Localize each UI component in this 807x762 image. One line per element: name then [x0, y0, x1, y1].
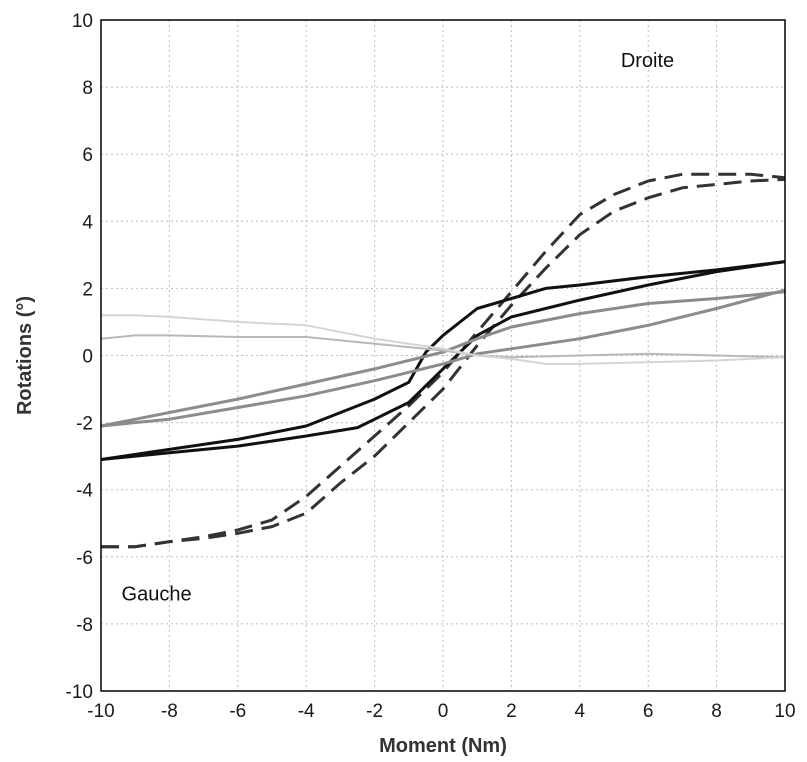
- series-lines: [100, 172, 786, 549]
- x-tick-label: 10: [774, 701, 795, 722]
- series-line-5: [100, 290, 786, 428]
- x-tick-label: -4: [298, 701, 315, 722]
- series-line-6: [100, 288, 786, 428]
- y-tick-label: -2: [76, 414, 93, 435]
- y-tick-label: 4: [82, 212, 93, 233]
- x-tick-label: -6: [229, 701, 246, 722]
- x-tick-label: 2: [506, 701, 517, 722]
- y-tick-label: -4: [76, 481, 93, 502]
- series-line-2: [101, 177, 786, 549]
- x-tick-label: -10: [87, 701, 114, 722]
- annotations: Droite Gauche: [122, 50, 675, 605]
- series-line-3: [100, 260, 786, 461]
- x-axis-label: Moment (Nm): [379, 735, 507, 757]
- y-tick-label: -6: [76, 548, 93, 569]
- series-line-8: [101, 314, 786, 365]
- y-tick-label: 0: [82, 347, 93, 368]
- series-line-1: [101, 172, 786, 549]
- y-tick-label: 6: [82, 145, 93, 166]
- x-tick-label: 0: [438, 701, 449, 722]
- y-tick-label: 8: [82, 78, 93, 99]
- x-tick-label: 8: [711, 701, 722, 722]
- plot-frame: [100, 19, 786, 692]
- y-axis-label: Rotations (°): [14, 296, 36, 415]
- y-tick-label: 2: [82, 279, 93, 300]
- x-tick-label: -8: [161, 701, 178, 722]
- tick-labels: -10 -8 -6 -4 -2 0 2 4 6 8 10 -10 -8 -6 -4 -2 0 2 4 6 8 10: [66, 11, 796, 722]
- x-tick-label: 4: [575, 701, 586, 722]
- y-tick-label: 10: [72, 11, 93, 32]
- x-tick-label: -2: [366, 701, 383, 722]
- annotation-gauche: Gauche: [122, 583, 192, 605]
- annotation-droite: Droite: [621, 50, 674, 72]
- y-tick-label: -10: [66, 682, 93, 703]
- x-tick-label: 6: [643, 701, 654, 722]
- series-line-7: [100, 334, 786, 359]
- y-tick-label: -8: [76, 615, 93, 636]
